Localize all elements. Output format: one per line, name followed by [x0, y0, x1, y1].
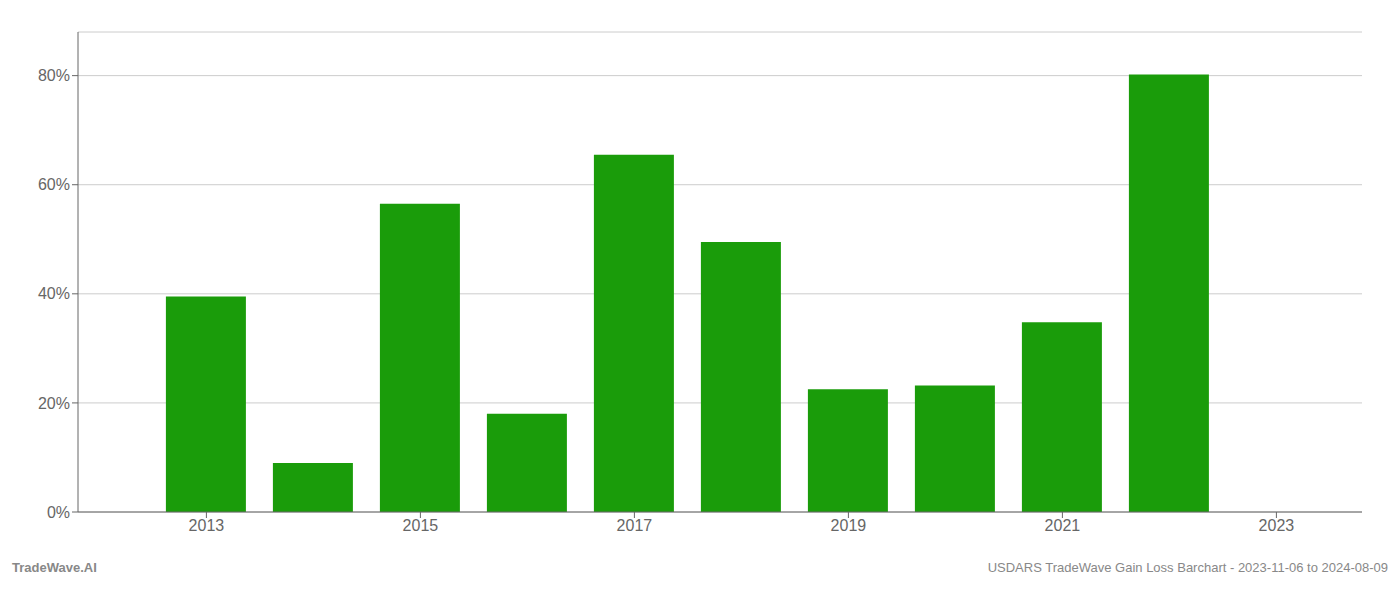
svg-text:2023: 2023	[1259, 517, 1295, 534]
svg-text:2019: 2019	[831, 517, 867, 534]
svg-text:60%: 60%	[38, 176, 70, 193]
html-text:TradeWave.AI: TradeWave.AI	[12, 560, 97, 575]
svg-text:0%: 0%	[47, 504, 70, 521]
svg-text:2015: 2015	[403, 517, 439, 534]
html-text:USDARS TradeWave Gain Loss Bar: USDARS TradeWave Gain Loss Barchart - 20…	[987, 560, 1388, 575]
svg-text:20%: 20%	[38, 395, 70, 412]
svg-text:2017: 2017	[617, 517, 653, 534]
svg-text:80%: 80%	[38, 67, 70, 84]
svg-text:2021: 2021	[1045, 517, 1081, 534]
svg-text:40%: 40%	[38, 285, 70, 302]
svg-text:2013: 2013	[189, 517, 225, 534]
